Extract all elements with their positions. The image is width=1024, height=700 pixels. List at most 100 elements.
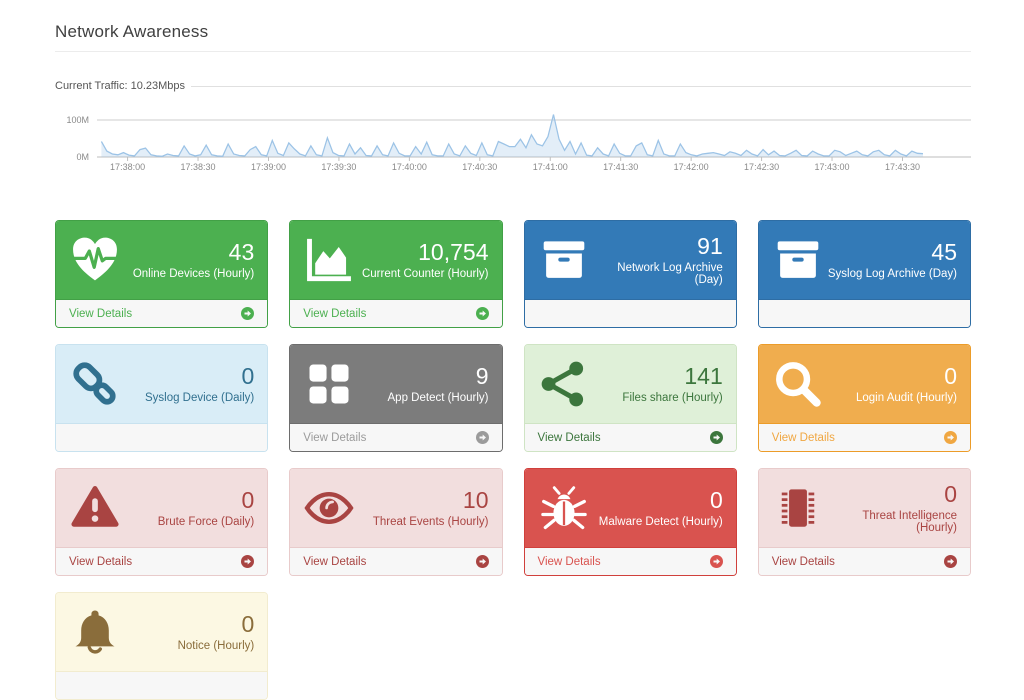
view-details-label: View Details [69,555,133,568]
card-footer [758,299,970,327]
card-body: 0 Malware Detect (Hourly) [524,469,736,547]
card-value: 0 [241,611,255,638]
card-body: 45 Syslog Log Archive (Day) [758,221,970,299]
card-app-detect: 9 App Detect (Hourly) View Details [289,344,503,452]
card-online-devices: 43 Online Devices (Hourly) View Details [55,220,269,328]
traffic-plot: 17:38:00 17:38:30 17:39:00 17:39:30 17:40:00… [97,102,971,178]
chip-icon [772,482,824,534]
arrow-circle-right-icon [476,555,489,568]
x-axis-tick-label: 17:39:00 [250,162,286,172]
view-details-link[interactable]: View Details [772,431,957,444]
card-value: 10,754 [418,239,489,266]
archive-icon [538,234,590,286]
arrow-circle-right-icon [241,555,254,568]
card-label: Brute Force (Daily) [157,515,255,528]
card-label: Notice (Hourly) [177,639,255,652]
card-files-share: 141 Files share (Hourly) View Details [523,344,737,452]
card-current-counter: 10,754 Current Counter (Hourly) View Det… [289,220,503,328]
card-label: Threat Events (Hourly) [372,515,489,528]
card-footer: View Details [524,547,736,575]
traffic-line-series [100,114,923,157]
traffic-label: Current Traffic: 10.23Mbps [55,80,186,92]
x-axis-tick-label: 17:42:00 [673,162,709,172]
card-network-log-archive: 91 Network Log Archive (Day) [523,220,737,328]
card-body: 0 Brute Force (Daily) [56,469,268,547]
card-body: 10 Threat Events (Hourly) [290,469,502,547]
card-body: 10,754 Current Counter (Hourly) [290,221,502,299]
warning-icon [69,482,121,534]
card-label: Threat Intelligence (Hourly) [862,509,957,534]
card-label: App Detect (Hourly) [387,391,489,404]
view-details-label: View Details [303,555,367,568]
card-footer: View Details [56,547,268,575]
card-footer: View Details [290,547,502,575]
cards-grid: 43 Online Devices (Hourly) View Details … [55,220,971,700]
page-header: Network Awareness [55,22,971,52]
card-syslog-log-archive: 45 Syslog Log Archive (Day) [757,220,971,328]
card-label: Malware Detect (Hourly) [598,515,723,528]
search-icon [772,358,824,410]
card-malware-detect: 0 Malware Detect (Hourly) View Details [523,468,737,576]
y-axis: 100M 0M [55,102,89,164]
view-details-link[interactable]: View Details [772,555,957,568]
card-body: 43 Online Devices (Hourly) [56,221,268,299]
area-chart-icon [303,234,355,286]
card-value: 141 [684,363,723,390]
card-footer: View Details [290,299,502,327]
card-footer: View Details [758,423,970,451]
view-details-label: View Details [537,555,601,568]
arrow-circle-right-icon [710,555,723,568]
view-details-label: View Details [69,307,133,320]
card-threat-events: 10 Threat Events (Hourly) View Details [289,468,503,576]
card-value: 0 [944,363,957,390]
grid-icon [303,358,355,410]
card-footer [524,299,736,327]
arrow-circle-right-icon [476,307,489,320]
card-footer [56,423,268,451]
link-icon [69,358,121,410]
traffic-divider-line [191,85,971,87]
heartbeat-icon [69,234,121,286]
traffic-header: Current Traffic: 10.23Mbps [55,80,971,92]
card-footer: View Details [290,423,502,451]
eye-icon [303,482,355,534]
arrow-circle-right-icon [710,431,723,444]
x-axis-tick-label: 17:38:00 [110,162,146,172]
card-body: 9 App Detect (Hourly) [290,345,502,423]
card-syslog-device: 0 Syslog Device (Daily) [55,344,269,452]
card-footer: View Details [56,299,268,327]
card-login-audit: 0 Login Audit (Hourly) View Details [757,344,971,452]
arrow-circle-right-icon [476,431,489,444]
x-axis-tick-label: 17:41:30 [603,162,639,172]
card-body: 0 Login Audit (Hourly) [758,345,970,423]
view-details-link[interactable]: View Details [303,307,488,320]
card-footer: View Details [524,423,736,451]
y-axis-tick-label: 0M [76,152,89,162]
view-details-link[interactable]: View Details [69,555,254,568]
card-notice: 0 Notice (Hourly) [55,592,269,700]
card-body: 91 Network Log Archive (Day) [524,221,736,299]
card-label: Current Counter (Hourly) [361,267,489,280]
card-body: 141 Files share (Hourly) [524,345,736,423]
card-threat-intelligence: 0 Threat Intelligence (Hourly) View Deta… [757,468,971,576]
card-value: 0 [241,487,255,514]
card-value: 9 [475,363,489,390]
traffic-chart: 100M 0M 17:38:00 17:38:30 17:39:00 17:39:30… [55,102,971,178]
traffic-chart-svg [97,114,971,161]
card-label: Online Devices (Hourly) [132,267,255,280]
view-details-link[interactable]: View Details [538,431,723,444]
x-axis-tick-label: 17:39:30 [321,162,357,172]
card-value: 91 [697,233,723,260]
share-icon [538,358,590,410]
card-value: 0 [709,487,723,514]
card-body: 0 Threat Intelligence (Hourly) [758,469,970,547]
arrow-circle-right-icon [944,555,957,568]
view-details-link[interactable]: View Details [538,555,723,568]
x-axis-tick-label: 17:43:30 [884,162,920,172]
view-details-label: View Details [303,307,367,320]
view-details-link[interactable]: View Details [303,555,488,568]
x-axis-tick-label: 17:40:30 [462,162,498,172]
view-details-link[interactable]: View Details [303,431,488,444]
view-details-link[interactable]: View Details [69,307,254,320]
